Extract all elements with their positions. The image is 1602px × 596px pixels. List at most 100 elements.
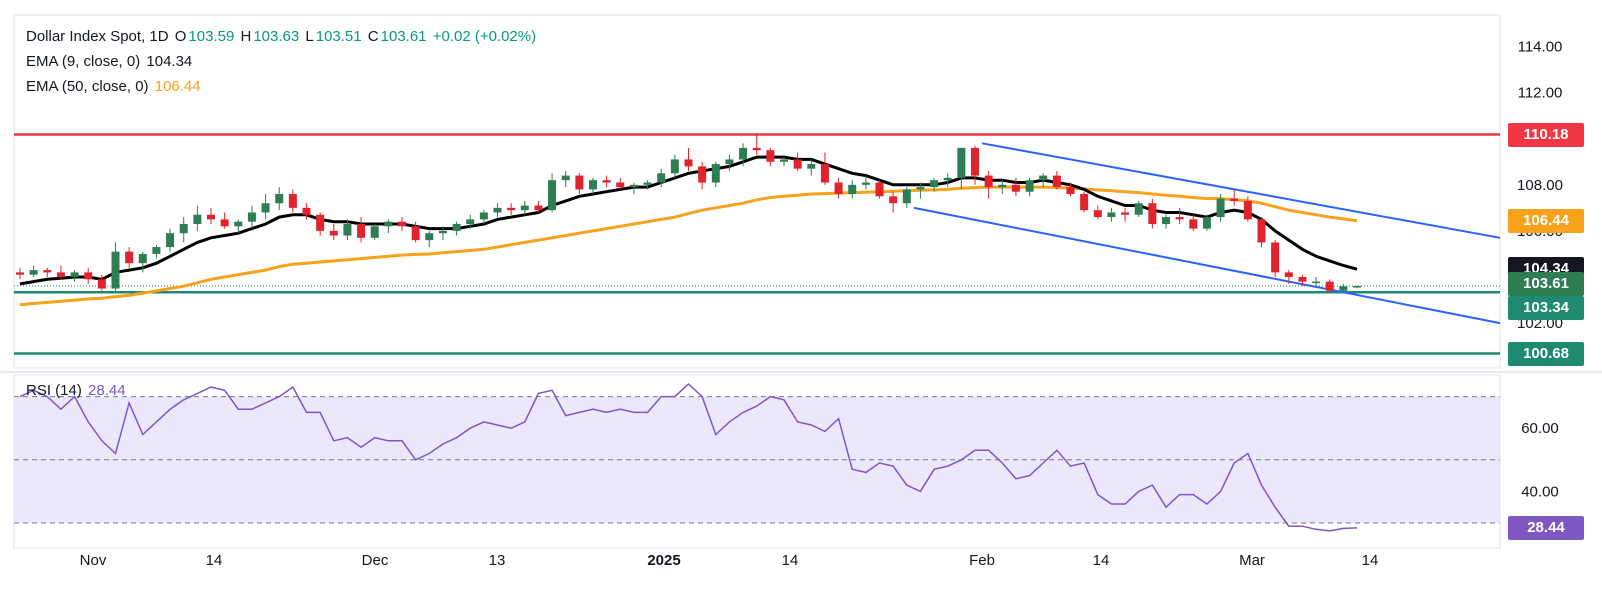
time-tick-label: Nov xyxy=(80,552,107,569)
candle-body xyxy=(643,182,652,185)
legend-line-rsi: RSI (14) 28.44 xyxy=(26,382,128,399)
candle-body xyxy=(1339,286,1348,291)
candle-body xyxy=(739,147,748,160)
ema9-label: EMA (9, close, 0) xyxy=(26,53,141,70)
ema50-label: EMA (50, close, 0) xyxy=(26,78,149,95)
candle-body xyxy=(629,184,638,188)
candle-body xyxy=(43,270,52,273)
candle-body xyxy=(1148,203,1157,224)
time-tick-label: Mar xyxy=(1239,552,1265,569)
candle-body xyxy=(848,184,857,195)
candle-body xyxy=(684,159,693,167)
low-value: 103.51 xyxy=(315,28,362,45)
candle-body xyxy=(507,207,516,211)
candle-body xyxy=(220,219,229,227)
candle-body xyxy=(548,180,557,211)
candle-body xyxy=(138,253,147,264)
candle-body xyxy=(657,173,666,183)
channel-lower-line xyxy=(913,206,1501,325)
candle-body xyxy=(998,184,1007,188)
candle-body xyxy=(766,150,775,162)
price-badge: 100.68 xyxy=(1508,341,1584,366)
rsi-value: 28.44 xyxy=(88,382,126,399)
price-pane-border xyxy=(13,14,1501,369)
time-tick-label: 14 xyxy=(1093,552,1110,569)
candle-body xyxy=(807,164,816,169)
candle-body xyxy=(916,187,925,190)
candle-body xyxy=(384,221,393,227)
legend-line-ema50: EMA (50, close, 0) 106.44 xyxy=(26,78,203,95)
candle-body xyxy=(97,279,106,289)
candle-body xyxy=(56,272,65,277)
candle-body xyxy=(411,226,420,241)
candle-body xyxy=(1175,217,1184,220)
candle-body xyxy=(1011,184,1020,192)
candle-body xyxy=(602,180,611,183)
time-tick-label: 13 xyxy=(489,552,506,569)
candle-body xyxy=(1052,175,1061,188)
candle-body xyxy=(861,182,870,185)
candle-body xyxy=(1107,212,1116,218)
price-badge: 106.44 xyxy=(1508,208,1584,233)
time-tick-label: 14 xyxy=(1362,552,1379,569)
candle-body xyxy=(943,177,952,181)
candle-body xyxy=(1230,198,1239,201)
rsi-tick-label: 60.00 xyxy=(1521,420,1559,437)
candle-body xyxy=(1353,285,1361,288)
candle-body xyxy=(875,182,884,197)
candle-body xyxy=(125,251,134,264)
high-value: 103.63 xyxy=(253,28,300,45)
price-badge: 110.18 xyxy=(1508,122,1584,147)
ema9-line xyxy=(19,155,1358,286)
candle-body xyxy=(589,180,597,190)
open-label: O xyxy=(174,28,187,45)
close-label: C xyxy=(367,28,379,45)
candle-body xyxy=(561,175,570,181)
price-tick-label: 112.00 xyxy=(1518,85,1563,102)
candle-body xyxy=(261,203,270,213)
candle-body xyxy=(752,147,761,151)
candle-body xyxy=(1121,212,1130,215)
candle-body xyxy=(889,196,898,204)
change-value: +0.02 (+0.02%) xyxy=(432,28,537,45)
candle-body xyxy=(1189,219,1198,229)
candle-body xyxy=(698,166,707,183)
candle-body xyxy=(357,223,366,238)
time-tick-label: Feb xyxy=(969,552,995,569)
close-value: 103.61 xyxy=(380,28,427,45)
candle-body xyxy=(302,207,311,215)
candle-body xyxy=(1257,219,1266,243)
ema50-value: 106.44 xyxy=(154,78,201,95)
candle-body xyxy=(29,270,38,275)
candle-body xyxy=(1298,277,1307,282)
price-badge: 103.34 xyxy=(1508,296,1584,321)
candle-body xyxy=(711,164,720,183)
candle-body xyxy=(84,272,93,280)
candle-body xyxy=(234,221,243,227)
candle-body xyxy=(166,233,175,248)
legend-line-ema9: EMA (9, close, 0) 104.34 xyxy=(26,53,194,70)
candle-body xyxy=(398,221,406,227)
time-tick-label: 2025 xyxy=(647,552,680,569)
candle-body xyxy=(370,226,379,238)
candle-body xyxy=(193,214,202,224)
candle-body xyxy=(1243,200,1252,220)
price-badge: 28.44 xyxy=(1508,515,1584,540)
candle-body xyxy=(288,194,297,208)
time-tick-label: Dec xyxy=(362,552,389,569)
candle-body xyxy=(1216,198,1225,218)
price-tick-label: 114.00 xyxy=(1518,39,1563,56)
candle-body xyxy=(834,182,843,195)
candle-body xyxy=(452,223,461,231)
candle-body xyxy=(152,247,161,254)
time-tick-label: 14 xyxy=(206,552,223,569)
candle-body xyxy=(670,159,679,174)
candle-body xyxy=(1271,242,1280,273)
rsi-label: RSI (14) xyxy=(26,382,82,399)
candle-body xyxy=(247,212,256,222)
candle-body xyxy=(466,219,475,224)
candle-body xyxy=(780,159,788,162)
price-badge: 103.61 xyxy=(1508,271,1584,296)
candle-body xyxy=(316,214,325,231)
